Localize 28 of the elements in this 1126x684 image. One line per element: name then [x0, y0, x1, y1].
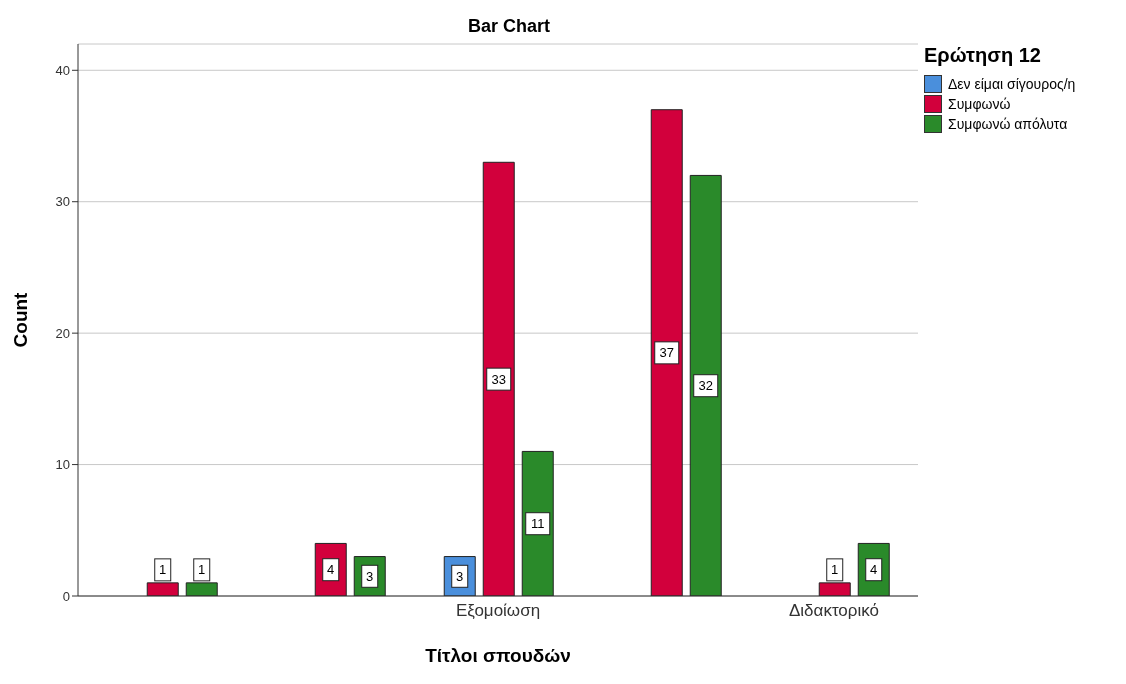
- data-label: 4: [870, 562, 878, 578]
- bar: [482, 161, 515, 596]
- y-tick-label: 10: [55, 457, 70, 473]
- bar: [650, 109, 683, 596]
- data-label: 3: [456, 568, 464, 584]
- y-tick-label: 0: [62, 588, 70, 604]
- x-tick-label: Εξομοίωση: [455, 601, 541, 621]
- chart-title: Bar Chart: [467, 16, 551, 37]
- data-label: 33: [491, 371, 506, 387]
- bar: [689, 174, 722, 596]
- legend-label: Συμφωνώ απόλυτα: [948, 116, 1068, 132]
- data-label: 3: [366, 568, 374, 584]
- data-label: 11: [530, 516, 545, 532]
- data-label: 37: [659, 345, 674, 361]
- data-label: 1: [831, 562, 839, 578]
- y-tick-label: 40: [55, 62, 70, 78]
- y-axis-title: Count: [9, 291, 31, 348]
- y-tick-label: 20: [55, 325, 70, 341]
- data-label: 32: [698, 378, 713, 394]
- y-tick-label: 30: [55, 194, 70, 210]
- x-tick-label: Διδακτορικό: [788, 601, 880, 621]
- legend-title: Ερώτηση 12: [924, 44, 1042, 67]
- data-label: 4: [327, 562, 335, 578]
- data-label: 1: [198, 562, 206, 578]
- legend-label: Συμφωνώ: [948, 96, 1011, 112]
- x-axis-title: Τίτλοι σπουδών: [425, 645, 571, 666]
- data-label: 1: [159, 562, 167, 578]
- legend-label: Δεν είμαι σίγουρος/η: [948, 76, 1076, 92]
